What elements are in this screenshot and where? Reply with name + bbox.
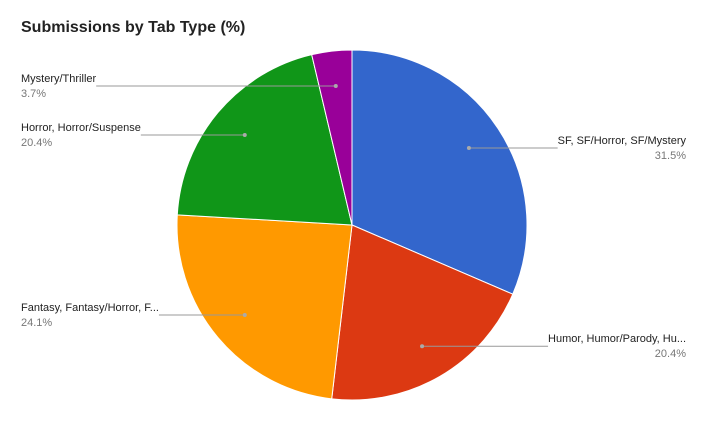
- slice-value-label: 20.4%: [21, 137, 52, 149]
- slice-value-label: 31.5%: [655, 150, 686, 162]
- slice-label: SF, SF/Horror, SF/Mystery: [558, 135, 687, 147]
- slice-label: Horror, Horror/Suspense: [21, 122, 141, 134]
- slice-label: Humor, Humor/Parody, Hu...: [548, 333, 686, 345]
- leader-dot: [242, 313, 247, 318]
- leader-dot: [466, 146, 471, 151]
- slice-label: Mystery/Thriller: [21, 73, 97, 85]
- pie-slice: [176, 54, 353, 226]
- slice-label: Fantasy, Fantasy/Horror, F...: [21, 302, 159, 314]
- slice-value-label: 24.1%: [21, 317, 52, 329]
- pie-slice: [311, 49, 353, 226]
- slice-value-label: 20.4%: [655, 348, 686, 360]
- pie-slice: [331, 224, 514, 401]
- pie-slice: [176, 214, 353, 400]
- slice-value-label: 3.7%: [21, 88, 46, 100]
- pie-slice: [351, 49, 528, 295]
- leader-dot: [242, 132, 247, 137]
- leader-dot: [333, 83, 338, 88]
- chart-title: Submissions by Tab Type (%): [21, 19, 245, 36]
- leader-dot: [420, 344, 425, 349]
